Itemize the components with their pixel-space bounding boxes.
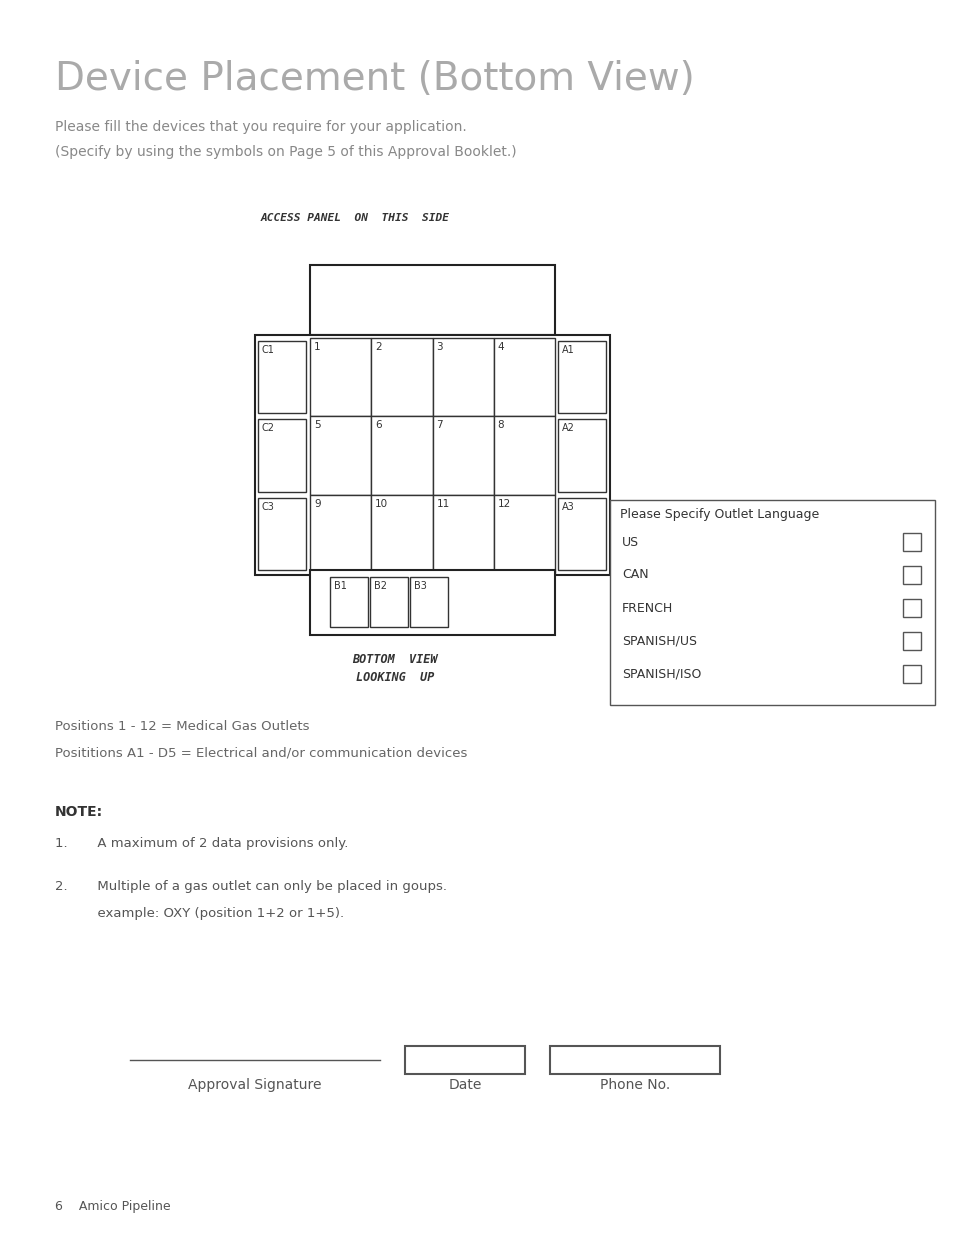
Text: (Specify by using the symbols on Page 5 of this Approval Booklet.): (Specify by using the symbols on Page 5 … bbox=[55, 144, 517, 159]
Text: B3: B3 bbox=[414, 580, 426, 592]
Bar bbox=[254, 335, 609, 576]
Bar bbox=[257, 341, 306, 414]
Bar bbox=[432, 338, 494, 416]
Bar bbox=[902, 664, 920, 683]
Text: 8: 8 bbox=[497, 420, 504, 430]
Text: 1.       A maximum of 2 data provisions only.: 1. A maximum of 2 data provisions only. bbox=[55, 837, 348, 850]
Text: SPANISH/US: SPANISH/US bbox=[621, 635, 697, 647]
Text: FRENCH: FRENCH bbox=[621, 601, 673, 615]
Text: ACCESS PANEL  ON  THIS  SIDE: ACCESS PANEL ON THIS SIDE bbox=[260, 212, 449, 224]
Text: Posititions A1 - D5 = Electrical and/or communication devices: Posititions A1 - D5 = Electrical and/or … bbox=[55, 747, 467, 760]
Text: Please fill the devices that you require for your application.: Please fill the devices that you require… bbox=[55, 120, 466, 135]
Text: BOTTOM  VIEW
LOOKING  UP: BOTTOM VIEW LOOKING UP bbox=[352, 653, 437, 684]
Text: US: US bbox=[621, 536, 639, 548]
Text: 7: 7 bbox=[436, 420, 442, 430]
Bar bbox=[432, 416, 494, 495]
Text: 9: 9 bbox=[314, 499, 320, 509]
Text: B2: B2 bbox=[374, 580, 387, 592]
Bar bbox=[310, 266, 555, 335]
Text: Date: Date bbox=[448, 1078, 481, 1092]
Text: example: OXY (position 1+2 or 1+5).: example: OXY (position 1+2 or 1+5). bbox=[55, 906, 344, 920]
Text: Positions 1 - 12 = Medical Gas Outlets: Positions 1 - 12 = Medical Gas Outlets bbox=[55, 720, 309, 734]
Text: C3: C3 bbox=[262, 501, 274, 511]
Bar bbox=[550, 1046, 720, 1074]
Bar bbox=[410, 577, 448, 627]
Bar bbox=[310, 495, 371, 573]
Text: 12: 12 bbox=[497, 499, 511, 509]
Bar bbox=[902, 632, 920, 650]
Text: B1: B1 bbox=[334, 580, 347, 592]
Bar bbox=[370, 577, 408, 627]
Text: A3: A3 bbox=[561, 501, 574, 511]
Bar bbox=[558, 420, 605, 492]
Bar bbox=[371, 338, 432, 416]
Bar bbox=[330, 577, 368, 627]
Text: CAN: CAN bbox=[621, 568, 648, 582]
Bar bbox=[257, 498, 306, 571]
Bar bbox=[371, 495, 432, 573]
Text: A2: A2 bbox=[561, 424, 575, 433]
Bar bbox=[902, 534, 920, 551]
Bar bbox=[902, 566, 920, 584]
Bar bbox=[609, 500, 934, 705]
Text: Please Specify Outlet Language: Please Specify Outlet Language bbox=[619, 508, 819, 521]
Bar bbox=[310, 416, 371, 495]
Text: 11: 11 bbox=[436, 499, 449, 509]
Text: 2: 2 bbox=[375, 342, 381, 352]
Text: C2: C2 bbox=[262, 424, 274, 433]
Text: 2.       Multiple of a gas outlet can only be placed in goups.: 2. Multiple of a gas outlet can only be … bbox=[55, 881, 447, 893]
Bar bbox=[494, 495, 555, 573]
Bar bbox=[494, 416, 555, 495]
Text: 4: 4 bbox=[497, 342, 504, 352]
Bar bbox=[494, 338, 555, 416]
Bar bbox=[371, 416, 432, 495]
Bar bbox=[310, 571, 555, 635]
Text: Device Placement (Bottom View): Device Placement (Bottom View) bbox=[55, 61, 694, 98]
Text: 3: 3 bbox=[436, 342, 442, 352]
Text: 6: 6 bbox=[375, 420, 381, 430]
Text: A1: A1 bbox=[561, 345, 574, 354]
Text: Approval Signature: Approval Signature bbox=[188, 1078, 321, 1092]
Text: 5: 5 bbox=[314, 420, 320, 430]
Text: 6    Amico Pipeline: 6 Amico Pipeline bbox=[55, 1200, 171, 1213]
Text: Phone No.: Phone No. bbox=[599, 1078, 669, 1092]
Bar bbox=[902, 599, 920, 618]
Bar bbox=[310, 338, 371, 416]
Text: NOTE:: NOTE: bbox=[55, 805, 103, 819]
Text: C1: C1 bbox=[262, 345, 274, 354]
Text: 10: 10 bbox=[375, 499, 388, 509]
Bar bbox=[558, 498, 605, 571]
Bar bbox=[405, 1046, 524, 1074]
Text: 1: 1 bbox=[314, 342, 320, 352]
Bar bbox=[432, 495, 494, 573]
Bar bbox=[558, 341, 605, 414]
Text: SPANISH/ISO: SPANISH/ISO bbox=[621, 667, 700, 680]
Bar bbox=[257, 420, 306, 492]
